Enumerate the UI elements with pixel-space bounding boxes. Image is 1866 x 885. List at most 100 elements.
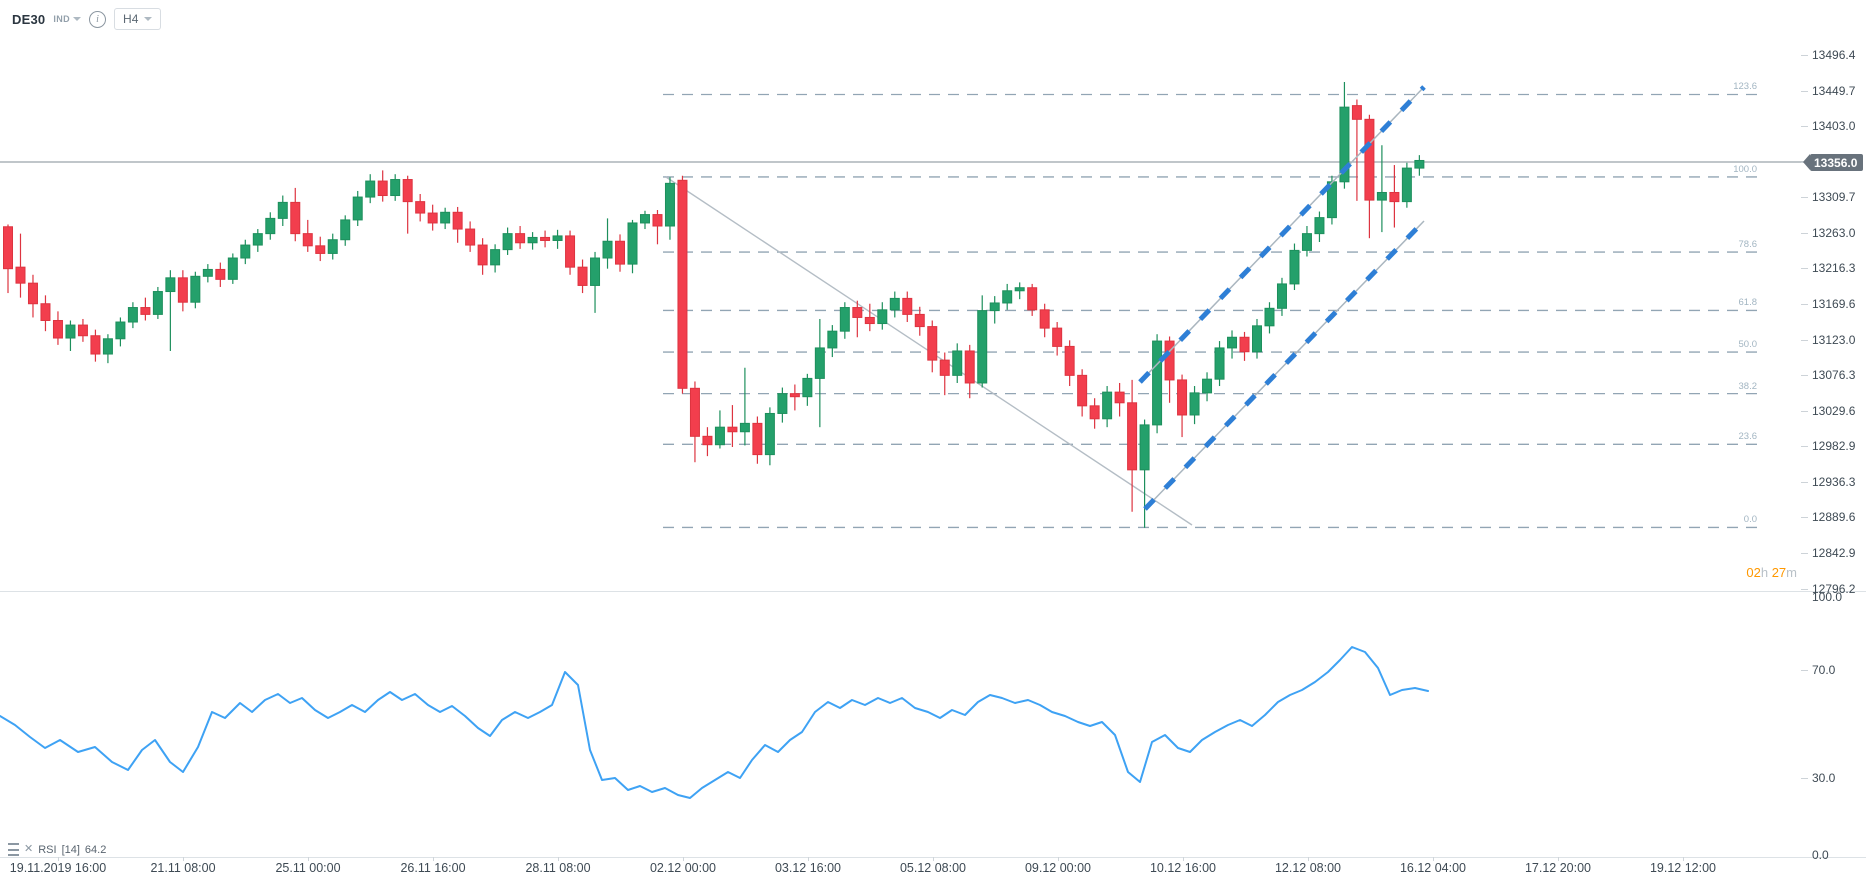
candle-body — [240, 244, 251, 259]
timer-hours-unit: h — [1760, 565, 1769, 580]
candle-body — [777, 393, 788, 414]
candle-body — [1214, 347, 1225, 380]
time-axis-tick — [1058, 857, 1059, 861]
price-axis-label: 13029.6 — [1812, 403, 1856, 418]
candle-body — [1164, 340, 1175, 381]
candle-body — [1089, 405, 1100, 420]
candle-body — [77, 324, 88, 337]
candle-body — [402, 179, 413, 203]
candle-body — [577, 266, 588, 286]
candle-body — [465, 228, 476, 246]
candle-body — [65, 324, 76, 339]
panel-divider[interactable] — [0, 591, 1866, 592]
info-icon[interactable]: i — [89, 10, 107, 28]
candle-body — [440, 211, 451, 224]
time-axis-tick — [808, 857, 809, 861]
candle-body — [415, 201, 426, 214]
candle-body — [739, 422, 750, 433]
candle-body — [902, 297, 913, 315]
candle-body — [252, 233, 263, 246]
candle-body — [615, 240, 626, 265]
price-axis-label: 13076.3 — [1812, 368, 1856, 383]
candle-body — [165, 277, 176, 293]
indicator-close-icon[interactable]: ✕ — [24, 843, 34, 855]
price-axis-label: 13449.7 — [1812, 83, 1856, 98]
chevron-down-icon — [73, 17, 82, 21]
candle-body — [864, 316, 875, 325]
time-axis-label[interactable]: 16.12 04:00 — [1399, 861, 1467, 875]
candle-body — [1289, 249, 1300, 285]
candle-body — [177, 277, 188, 303]
candle-body — [340, 219, 351, 241]
candle-body — [90, 335, 101, 355]
time-axis-label[interactable]: 26.11 16:00 — [400, 861, 466, 875]
rsi-axis-label: 0.0 — [1812, 848, 1829, 862]
time-axis-label[interactable]: 28.11 08:00 — [525, 861, 591, 875]
time-axis-label[interactable]: 03.12 16:00 — [774, 861, 842, 875]
candle-body — [1227, 336, 1238, 349]
candle-body — [1414, 159, 1425, 169]
candle-body — [664, 182, 675, 227]
time-axis-tick — [1183, 857, 1184, 861]
candle-body — [590, 257, 601, 286]
candle-body — [1264, 307, 1275, 327]
time-axis-label[interactable]: 19.11.2019 16:00 — [9, 861, 107, 875]
time-axis-label[interactable]: 21.11 08:00 — [150, 861, 216, 875]
fib-level-label: 123.6 — [1733, 81, 1757, 93]
candle-body — [1351, 105, 1362, 120]
fib-level-label: 23.6 — [1738, 431, 1758, 443]
candle-body — [627, 222, 638, 265]
candle-countdown-timer: 02h 27m — [1746, 565, 1797, 580]
candle-body — [352, 196, 363, 221]
candle-body — [202, 268, 213, 277]
candle-body — [852, 307, 863, 318]
price-axis-label: 12889.6 — [1812, 510, 1856, 525]
price-axis-label: 12936.3 — [1812, 474, 1856, 489]
candle-body — [1177, 379, 1188, 416]
candle-body — [290, 201, 301, 235]
time-axis-label[interactable]: 02.12 00:00 — [649, 861, 717, 875]
candle-body — [1364, 118, 1375, 201]
rsi-period: [14] — [61, 843, 80, 856]
candle-body — [1239, 336, 1250, 353]
candle-body — [764, 412, 775, 456]
price-axis-tick — [1801, 481, 1808, 483]
candle-body — [565, 235, 576, 268]
time-axis-label[interactable]: 09.12 00:00 — [1024, 861, 1092, 875]
candle-body — [1252, 325, 1262, 353]
price-axis-label: 13403.0 — [1812, 119, 1856, 134]
candle-body — [1339, 106, 1350, 183]
candle-body — [1152, 340, 1163, 426]
candle-body — [277, 201, 288, 219]
fib-level-label: 100.0 — [1733, 163, 1757, 175]
time-axis-label[interactable]: 12.12 08:00 — [1274, 861, 1342, 875]
candle-body — [40, 303, 51, 321]
time-axis-label[interactable]: 05.12 08:00 — [899, 861, 967, 875]
timeframe-dropdown[interactable]: H4 — [114, 8, 162, 30]
candle-body — [452, 211, 463, 230]
candle-body — [1202, 378, 1213, 394]
time-axis-label[interactable]: 10.12 16:00 — [1149, 861, 1217, 875]
candle-body — [527, 236, 538, 244]
price-axis-tick — [1801, 55, 1808, 56]
channel-dashed-line[interactable] — [1138, 85, 1426, 384]
time-axis-label[interactable]: 17.12 20:00 — [1524, 861, 1592, 875]
instrument-type-dropdown[interactable]: IND — [53, 14, 82, 24]
candle-body — [802, 377, 813, 398]
candle-body — [1039, 309, 1050, 329]
candle-body — [1014, 287, 1025, 292]
time-axis-label[interactable]: 25.11 00:00 — [275, 861, 341, 875]
indicator-settings-icon[interactable] — [8, 843, 19, 856]
candle-body — [677, 179, 688, 389]
candle-body — [914, 313, 925, 328]
candle-body — [639, 214, 650, 224]
candle-body — [265, 217, 276, 235]
channel-dashed-line[interactable] — [1143, 219, 1426, 511]
rsi-axis-label: 100.0 — [1812, 590, 1843, 604]
candle-body — [889, 297, 900, 311]
time-axis-label[interactable]: 19.12 12:00 — [1649, 861, 1717, 875]
candle-body — [989, 302, 1000, 312]
candle-body — [1077, 374, 1088, 407]
candle-body — [327, 239, 338, 254]
